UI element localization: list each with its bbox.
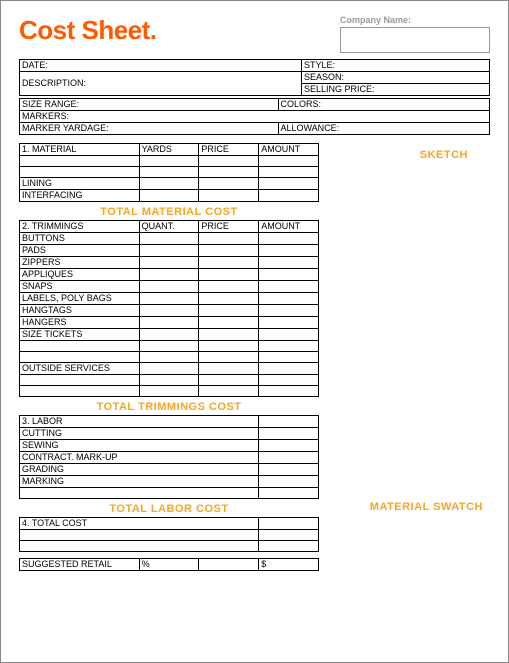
table-row: SEWING — [20, 440, 319, 452]
labor-table: 3. LABOR CUTTING SEWING CONTRACT. MARK-U… — [19, 415, 319, 499]
table-row: LABELS, POLY BAGS — [20, 293, 319, 305]
table-row: HANGERS — [20, 317, 319, 329]
company-input[interactable] — [340, 27, 490, 53]
trimmings-col-amount: AMOUNT — [259, 221, 319, 233]
info-table-1: DATE: STYLE: DESCRIPTION: SEASON: SELLIN… — [19, 59, 490, 96]
material-col-yards: YARDS — [139, 144, 199, 156]
swatch-label: MATERIAL SWATCH — [370, 501, 483, 513]
left-column: 1. MATERIAL YARDS PRICE AMOUNT LINING IN… — [19, 143, 319, 571]
table-row — [20, 386, 319, 397]
material-col-amount: AMOUNT — [259, 144, 319, 156]
trimmings-col-quant: QUANT. — [139, 221, 199, 233]
retail-percent[interactable]: % — [139, 559, 199, 571]
table-row: INTERFACING — [20, 190, 319, 202]
markers-cell[interactable]: MARKERS: — [20, 111, 490, 123]
material-table: 1. MATERIAL YARDS PRICE AMOUNT LINING IN… — [19, 143, 319, 202]
table-row: PADS — [20, 245, 319, 257]
marker-yardage-cell[interactable]: MARKER YARDAGE: — [20, 123, 279, 135]
table-row — [20, 530, 319, 541]
table-row — [20, 167, 319, 178]
table-row: ZIPPERS — [20, 257, 319, 269]
company-box: Company Name: — [340, 15, 490, 53]
table-row — [20, 156, 319, 167]
table-row — [20, 341, 319, 352]
description-cell[interactable]: DESCRIPTION: — [20, 72, 302, 96]
cost-sheet-page: Cost Sheet. Company Name: DATE: STYLE: D… — [0, 0, 509, 663]
material-header: 1. MATERIAL — [20, 144, 140, 156]
retail-dollar[interactable]: $ — [259, 559, 319, 571]
labor-header: 3. LABOR — [20, 416, 259, 428]
table-row — [20, 352, 319, 363]
page-title: Cost Sheet. — [19, 15, 157, 46]
table-row: SNAPS — [20, 281, 319, 293]
table-row: HANGTAGS — [20, 305, 319, 317]
table-row: LINING — [20, 178, 319, 190]
retail-table: SUGGESTED RETAIL % $ — [19, 558, 319, 571]
total-cost-header: 4. TOTAL COST — [20, 518, 259, 530]
labor-total-label: TOTAL LABOR COST — [19, 503, 319, 515]
table-row: APPLIQUES — [20, 269, 319, 281]
trimmings-col-price: PRICE — [199, 221, 259, 233]
selling-price-cell[interactable]: SELLING PRICE: — [302, 84, 490, 96]
sketch-label: SKETCH — [420, 149, 468, 161]
season-cell[interactable]: SEASON: — [302, 72, 490, 84]
material-total-label: TOTAL MATERIAL COST — [19, 206, 319, 218]
date-cell[interactable]: DATE: — [20, 60, 302, 72]
table-row: BUTTONS — [20, 233, 319, 245]
style-cell[interactable]: STYLE: — [302, 60, 490, 72]
table-row — [20, 375, 319, 386]
info-table-2: SIZE RANGE: COLORS: MARKERS: MARKER YARD… — [19, 98, 490, 135]
trimmings-total-label: TOTAL TRIMMINGS COST — [19, 401, 319, 413]
company-label: Company Name: — [340, 15, 490, 25]
retail-label: SUGGESTED RETAIL — [20, 559, 140, 571]
table-row: MARKING — [20, 476, 319, 488]
material-col-price: PRICE — [199, 144, 259, 156]
size-range-cell[interactable]: SIZE RANGE: — [20, 99, 279, 111]
header: Cost Sheet. Company Name: — [19, 15, 490, 53]
trimmings-header: 2. TRIMMINGS — [20, 221, 140, 233]
table-row: OUTSIDE SERVICES — [20, 363, 319, 375]
allowance-cell[interactable]: ALLOWANCE: — [278, 123, 490, 135]
retail-blank[interactable] — [199, 559, 259, 571]
total-cost-table: 4. TOTAL COST — [19, 517, 319, 552]
table-row: SIZE TICKETS — [20, 329, 319, 341]
table-row: CONTRACT. MARK-UP — [20, 452, 319, 464]
table-row: CUTTING — [20, 428, 319, 440]
table-row — [20, 488, 319, 499]
trimmings-table: 2. TRIMMINGS QUANT. PRICE AMOUNT BUTTONS… — [19, 220, 319, 397]
table-row — [20, 541, 319, 552]
table-row: GRADING — [20, 464, 319, 476]
colors-cell[interactable]: COLORS: — [278, 99, 490, 111]
